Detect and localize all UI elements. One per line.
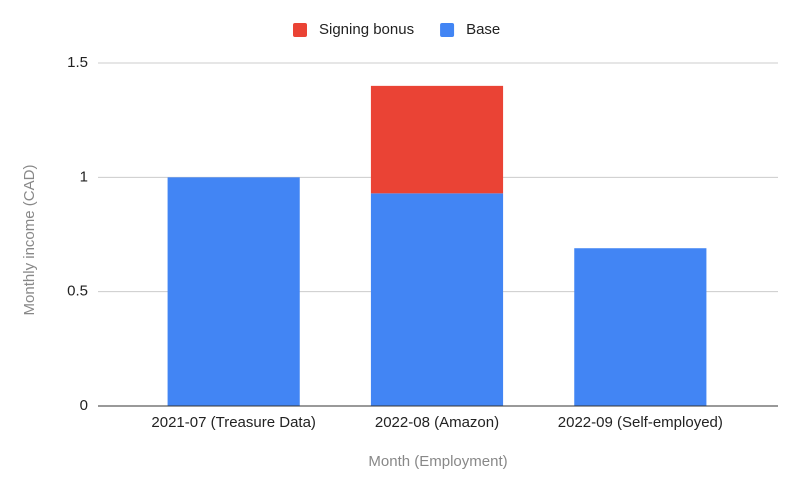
legend-swatch: [440, 23, 455, 37]
y-tick-label: 0.5: [67, 283, 88, 300]
legend-label: Signing bonus: [319, 21, 414, 38]
x-tick-label: 2022-08 (Amazon): [375, 414, 499, 431]
bar-segment: [370, 85, 504, 194]
bar-segment: [574, 248, 707, 406]
y-tick-label: 1: [80, 168, 88, 185]
x-axis-title: Month (Employment): [368, 453, 507, 470]
bar-segment: [370, 193, 504, 406]
y-tick-label: 1.5: [67, 54, 88, 71]
x-tick-label: 2021-07 (Treasure Data): [151, 414, 316, 431]
y-axis-title: Monthly income (CAD): [21, 165, 38, 316]
x-tick-label: 2022-09 (Self-employed): [558, 414, 723, 431]
bar-segment: [167, 177, 300, 406]
legend-label: Base: [466, 21, 500, 38]
legend-swatch: [293, 23, 307, 37]
y-tick-label: 0: [80, 397, 88, 414]
